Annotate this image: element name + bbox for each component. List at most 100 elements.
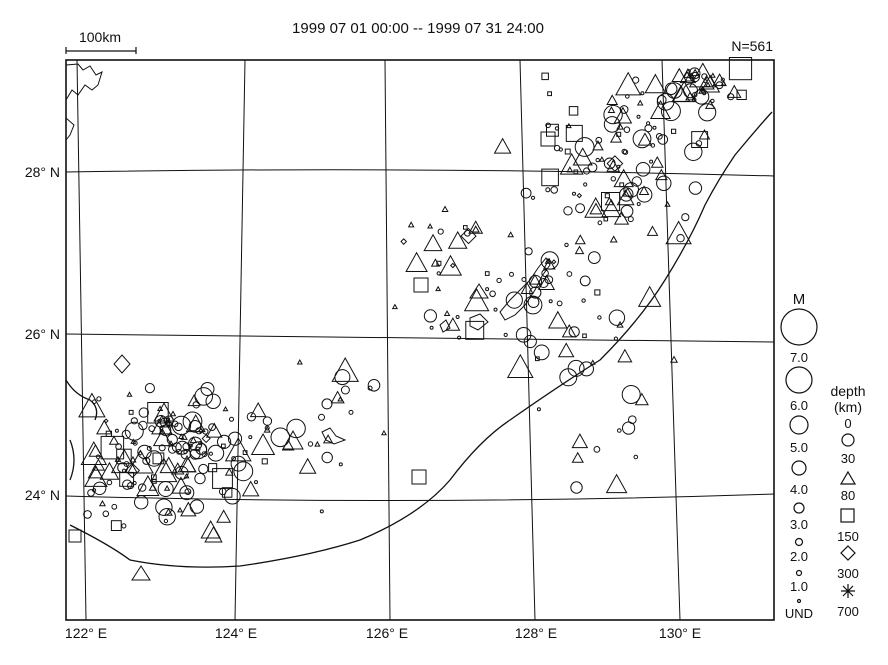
earthquake-symbol [621, 385, 641, 404]
earthquake-symbol [441, 205, 449, 212]
earthquake-symbol [254, 480, 258, 485]
earthquake-symbol [582, 333, 587, 339]
earthquake-symbol [330, 390, 345, 404]
earthquake-symbol [595, 136, 603, 144]
earthquake-symbol [507, 231, 515, 238]
earthquake-symbol [638, 185, 650, 195]
earthquake-symbol [657, 134, 669, 145]
earthquake-symbol [435, 285, 442, 292]
earthquake-symbol [262, 416, 273, 426]
earthquake-symbol [524, 247, 533, 256]
earthquake-symbol [436, 271, 441, 276]
earthquake-symbol [628, 415, 637, 425]
earthquake-symbol [227, 431, 243, 446]
earthquake-symbol [609, 235, 618, 243]
earthquake-symbol [137, 444, 152, 460]
earthquake-symbol [400, 238, 408, 245]
magnitude-label-und: UND [785, 606, 813, 621]
earthquake-symbol [248, 435, 253, 440]
earthquake-symbol [319, 509, 324, 514]
earthquake-symbol [688, 181, 703, 195]
earthquake-symbol [340, 385, 350, 395]
earthquake-symbol [194, 387, 213, 406]
earthquake-symbol [198, 463, 209, 475]
earthquake-symbol [587, 251, 601, 265]
earthquake-symbol [87, 464, 104, 479]
earthquake-symbol [636, 202, 641, 206]
earthquake-symbol [607, 106, 616, 113]
earthquake-symbol [506, 353, 534, 379]
earthquake-symbol [688, 67, 701, 80]
earthquake-symbol [123, 461, 130, 467]
earthquake-symbol [138, 483, 147, 492]
earthquake-symbol [134, 495, 149, 510]
earthquake-symbol [698, 103, 717, 122]
earthquake-symbol [649, 159, 654, 164]
earthquake-symbol [620, 204, 634, 218]
earthquake-symbol [93, 481, 107, 495]
earthquake-symbol [314, 440, 321, 447]
earthquake-symbol [650, 155, 664, 168]
earthquake-symbol [92, 399, 97, 405]
earthquake-symbol [189, 436, 198, 444]
earthquake-symbol [189, 448, 201, 460]
earthquake-symbol [436, 260, 442, 266]
magnitude-label-3: 3.0 [790, 517, 808, 532]
earthquake-symbol [613, 168, 634, 188]
earthquake-symbol [597, 315, 602, 320]
earthquake-symbol [515, 327, 532, 343]
earthquake-symbol [189, 499, 205, 514]
earthquake-symbol [656, 175, 672, 192]
earthquake-symbol [493, 137, 512, 154]
earthquake-symbol [550, 186, 559, 194]
earthquake-symbol [603, 216, 609, 222]
earthquake-symbol [598, 156, 606, 162]
lat-label-28: 28° N [25, 164, 60, 180]
earthquake-symbol [635, 162, 651, 177]
depth-legend-title: depth [830, 383, 865, 399]
earthquake-symbol [608, 309, 626, 326]
earthquake-symbol [691, 131, 709, 149]
earthquake-symbol [545, 122, 551, 129]
earthquake-symbol [568, 106, 579, 116]
earthquake-symbol [541, 168, 559, 187]
earthquake-symbol [163, 484, 171, 491]
earthquake-symbol [391, 303, 399, 310]
earthquake-symbol [457, 335, 462, 340]
earthquake-symbol [503, 332, 508, 337]
earthquake-symbol [443, 310, 451, 317]
earthquake-symbol [151, 474, 157, 481]
earthquake-symbol [616, 164, 621, 169]
earthquake-symbol [455, 315, 460, 319]
earthquake-symbol [298, 457, 317, 474]
earthquake-symbol [537, 274, 556, 290]
earthquake-symbol [529, 286, 542, 299]
earthquake-symbol [542, 257, 556, 270]
earthquake-symbol [423, 233, 443, 252]
earthquake-symbol [676, 234, 685, 243]
earthquake-symbol [684, 142, 703, 162]
earthquake-symbol [604, 196, 615, 206]
earthquake-symbol [574, 137, 595, 157]
earthquake-symbol [184, 488, 192, 496]
earthquake-symbol [720, 77, 725, 82]
earthquake-symbol [655, 133, 663, 140]
earthquake-symbol [683, 70, 691, 78]
earthquake-symbol [180, 501, 197, 517]
earthquake-symbol [229, 416, 234, 422]
earthquake-symbol [185, 414, 206, 433]
earthquake-symbol [68, 529, 82, 543]
earthquake-symbol [579, 275, 591, 287]
earthquake-symbol [671, 67, 688, 83]
earthquake-symbol [561, 323, 577, 338]
earthquake-symbol [545, 187, 551, 193]
earthquake-symbol [654, 168, 668, 181]
earthquake-symbol [463, 288, 490, 312]
magnitude-legend: M 7.0 6.0 5.0 4.0 3.0 2.0 1.0 UND [780, 291, 818, 621]
earthquake-symbol [484, 271, 490, 276]
earthquake-symbol [559, 368, 578, 387]
earthquake-symbol [633, 454, 639, 460]
earthquake-symbol [574, 234, 586, 245]
earthquake-symbol [695, 140, 703, 147]
